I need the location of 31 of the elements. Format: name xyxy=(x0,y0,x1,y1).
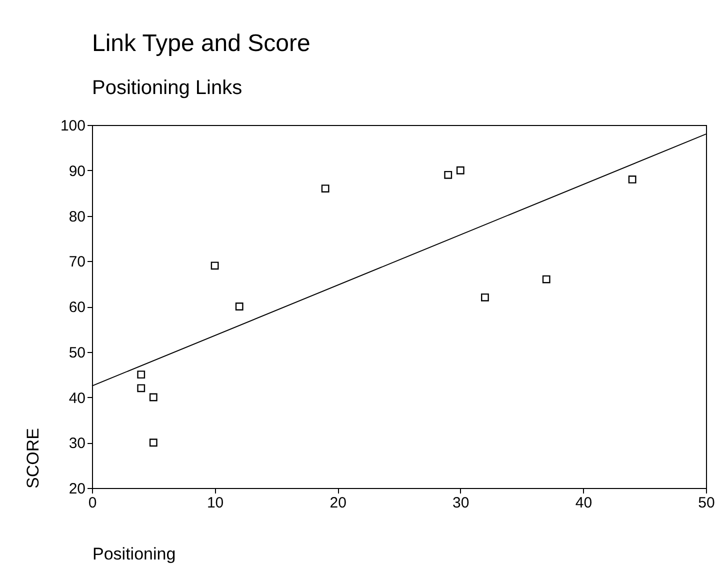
x-tick-label: 50 xyxy=(698,494,715,512)
y-axis-title: SCORE xyxy=(23,428,42,488)
point xyxy=(149,438,158,447)
x-tick-label: 20 xyxy=(330,494,346,512)
point xyxy=(456,166,464,174)
point xyxy=(321,184,330,192)
y-tick-label: 30 xyxy=(68,435,86,452)
y-tick-label: 100 xyxy=(60,118,86,134)
y-tick-label: 40 xyxy=(68,390,86,407)
chart-title: Link Type and Score xyxy=(92,30,310,57)
point xyxy=(235,302,244,310)
y-tick-label: 20 xyxy=(68,480,86,498)
point xyxy=(481,293,489,302)
y-tick-label: 70 xyxy=(68,254,86,271)
y-tick-label: 50 xyxy=(68,344,86,362)
point xyxy=(137,370,146,379)
chart-subtitle: Positioning Links xyxy=(92,77,242,99)
point xyxy=(210,262,219,270)
y-tick-label: 90 xyxy=(68,162,86,180)
point xyxy=(628,175,636,184)
point xyxy=(542,275,550,284)
x-axis-title: Positioning xyxy=(92,544,176,564)
y-tick-label: 80 xyxy=(68,208,86,226)
point xyxy=(137,384,146,392)
point xyxy=(149,393,158,402)
point xyxy=(444,170,452,179)
y-tick-label: 60 xyxy=(68,299,86,316)
x-tick-label: 0 xyxy=(88,494,97,512)
x-tick-label: 10 xyxy=(206,494,224,512)
x-tick-label: 40 xyxy=(575,494,592,512)
x-tick-label: 30 xyxy=(452,494,470,512)
